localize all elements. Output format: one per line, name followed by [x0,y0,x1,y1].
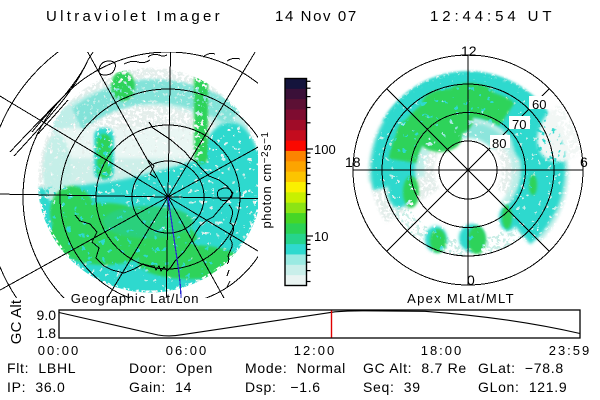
svg-text:60: 60 [532,97,546,112]
svg-text:14 Nov 07: 14 Nov 07 [275,8,358,25]
svg-text:6: 6 [580,154,588,170]
svg-text:100: 100 [314,142,336,157]
svg-text:GC Alt: GC Alt [8,299,25,344]
svg-text:Gain: 14: Gain: 14 [129,379,192,395]
svg-text:Flt: LBHL: Flt: LBHL [7,360,76,376]
svg-text:Door: Open: Door: Open [129,360,213,376]
svg-text:0: 0 [467,272,475,288]
svg-text:12:00: 12:00 [294,343,337,358]
svg-text:GLon: 121.9: GLon: 121.9 [478,379,567,395]
svg-text:12:44:54 UT: 12:44:54 UT [430,8,555,25]
svg-text:70: 70 [512,117,526,132]
svg-text:1.8: 1.8 [37,325,57,341]
svg-text:Seq: 39: Seq: 39 [363,379,421,395]
svg-text:00:00: 00:00 [38,343,81,358]
svg-text:GLat: −78.8: GLat: −78.8 [478,360,564,376]
svg-text:Apex MLat/MLT: Apex MLat/MLT [407,291,515,306]
svg-text:Geographic Lat/Lon: Geographic Lat/Lon [71,291,200,306]
svg-text:9.0: 9.0 [37,307,57,323]
svg-text:Ultraviolet Imager: Ultraviolet Imager [46,8,223,25]
svg-text:Mode: Normal: Mode: Normal [245,360,346,376]
svg-text:18: 18 [345,154,361,170]
svg-text:80: 80 [492,136,506,151]
svg-text:photon cm−2s−1: photon cm−2s−1 [259,131,274,228]
svg-text:10: 10 [314,229,328,244]
svg-text:Dsp: −1.6: Dsp: −1.6 [245,379,321,395]
svg-text:23:59: 23:59 [549,343,592,358]
svg-text:18:00: 18:00 [421,343,464,358]
svg-text:GC Alt: 8.7 Re: GC Alt: 8.7 Re [363,360,467,376]
svg-text:06:00: 06:00 [166,343,209,358]
svg-text:12: 12 [461,43,477,59]
svg-text:IP: 36.0: IP: 36.0 [7,379,65,395]
